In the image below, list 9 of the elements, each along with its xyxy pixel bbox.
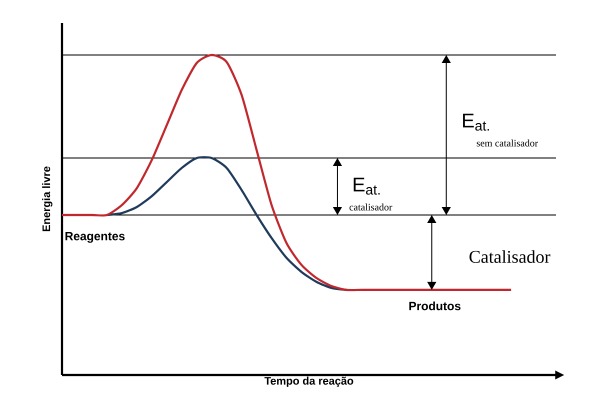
x-axis-title: Tempo da reação: [264, 376, 354, 387]
annotation: catalisador: [350, 203, 392, 210]
annotation: E$_{at.}$: [354, 178, 380, 195]
annotation: sem catalisador: [476, 139, 538, 146]
y-axis-title: Energia livre: [42, 166, 52, 232]
annotation: Reagentes: [65, 232, 125, 243]
annotation: E$_{at.}$: [463, 114, 489, 131]
annotation: Produtos: [409, 301, 460, 310]
annotation: Catalisador: [470, 250, 550, 263]
